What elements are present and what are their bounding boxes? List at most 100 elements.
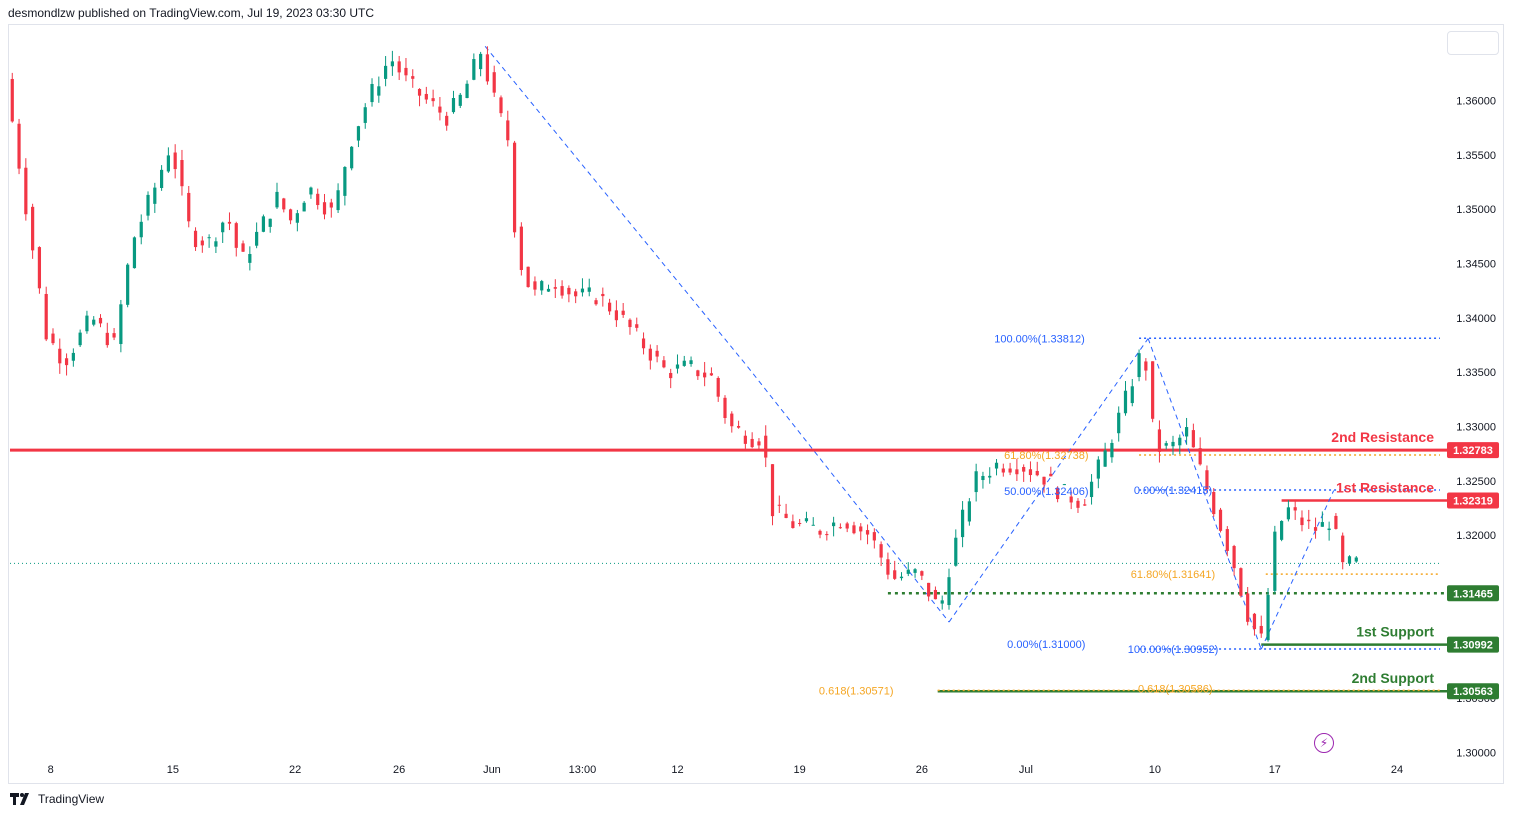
candle-body	[811, 524, 815, 526]
candle-body	[1076, 500, 1080, 508]
candle-body	[153, 187, 157, 204]
price-axis-tick: 1.34500	[1456, 259, 1496, 271]
time-axis-tick: 8	[48, 764, 54, 776]
candle-body	[1096, 459, 1100, 479]
candle-body	[255, 231, 259, 246]
candle-body	[933, 589, 938, 600]
tradingview-logo-icon[interactable]	[10, 793, 32, 805]
candle-body	[1164, 443, 1168, 446]
candle-body	[1083, 504, 1087, 506]
time-axis-tick: 10	[1149, 764, 1161, 776]
trend-line	[1260, 490, 1335, 650]
candle-body	[1178, 437, 1182, 446]
chart-frame[interactable]	[8, 24, 1504, 784]
candle-body	[350, 146, 354, 169]
candle-body	[31, 206, 35, 251]
candle-body	[689, 360, 693, 365]
candle-body	[893, 570, 897, 579]
level-label: 2nd Resistance	[1331, 429, 1434, 445]
price-axis-settings-button[interactable]	[1447, 31, 1499, 55]
candle-body	[1273, 531, 1277, 591]
candle-body	[1280, 520, 1284, 540]
candle-body	[85, 315, 89, 332]
candle-body	[519, 226, 523, 270]
price-axis-tick: 1.33000	[1456, 422, 1496, 434]
lightning-icon[interactable]: ⚡	[1314, 733, 1334, 753]
candle-body	[886, 559, 890, 575]
candle-body	[1008, 468, 1012, 473]
candle-body	[465, 83, 469, 99]
candle-body	[411, 76, 415, 79]
candle-body	[838, 527, 842, 529]
candle-body	[302, 202, 306, 212]
candle-body	[390, 61, 394, 67]
candle-body	[343, 166, 347, 196]
candle-body	[370, 83, 374, 103]
candle-body	[954, 537, 958, 566]
candle-body	[872, 532, 876, 541]
candle-body	[804, 518, 809, 522]
candle-body	[540, 281, 544, 291]
price-tag	[1447, 683, 1499, 700]
time-axis-tick: 22	[289, 764, 301, 776]
candle-body	[139, 221, 143, 238]
candle-body	[78, 332, 82, 346]
candle-body	[248, 254, 252, 263]
candle-body	[988, 475, 992, 478]
trend-lines	[484, 45, 1335, 650]
fib-label: 0.00%(1.31000)	[1007, 639, 1085, 651]
candle-body	[275, 191, 279, 208]
price-tag	[1447, 442, 1499, 459]
candle-body	[635, 324, 639, 328]
price-axis-tick: 1.32000	[1456, 530, 1496, 542]
candle-body	[119, 304, 123, 345]
price-tag-label: 1.30563	[1453, 686, 1493, 698]
candle-body	[764, 435, 768, 458]
fib-label: 61.80%(1.31641)	[1131, 569, 1215, 581]
candle-body	[899, 576, 904, 579]
candle-body	[431, 98, 435, 102]
candle-body	[1117, 412, 1121, 434]
price-axis-tick: 1.30000	[1456, 747, 1496, 759]
candle-body	[1225, 529, 1229, 551]
fib-label: 0.618(1.30571)	[819, 685, 894, 697]
candle-body	[947, 577, 951, 606]
candle-body	[98, 317, 103, 324]
candle-body	[1293, 507, 1297, 511]
price-tag	[1447, 585, 1499, 602]
candle-body	[743, 435, 747, 444]
time-axis-tick: 19	[794, 764, 806, 776]
candle-body	[187, 192, 191, 222]
candle-body	[214, 241, 218, 247]
candle-body	[770, 464, 775, 517]
level-label: 1st Resistance	[1336, 479, 1434, 495]
trend-line	[1147, 338, 1262, 650]
candle-body	[608, 302, 612, 312]
candle-body	[24, 167, 28, 215]
candle-body	[58, 348, 62, 364]
level-label: 1st Support	[1356, 624, 1434, 640]
candle-body	[777, 504, 781, 506]
candle-body	[784, 513, 788, 519]
candle-body	[825, 534, 829, 536]
price-tag-label: 1.30992	[1453, 640, 1493, 652]
candle-body	[703, 372, 707, 378]
candle-body	[601, 293, 605, 297]
time-axis[interactable]: 8 15 22 26 Jun 13:00 12 19 26 Jul 10 17 24	[48, 764, 1403, 776]
candle-body	[621, 310, 625, 315]
candle-body	[512, 142, 517, 233]
candle-body	[316, 193, 320, 206]
time-axis-tick: 15	[167, 764, 179, 776]
brand-name[interactable]: TradingView	[38, 792, 105, 806]
candle-body	[17, 123, 21, 169]
candle-body	[173, 152, 177, 170]
candle-body	[1252, 613, 1257, 630]
candle-body	[730, 413, 734, 427]
candle-body	[200, 240, 204, 246]
candle-body	[221, 222, 225, 233]
trend-line	[948, 338, 1149, 623]
candle-body	[295, 213, 299, 223]
candle-body	[126, 264, 130, 305]
candle-body	[37, 247, 42, 289]
